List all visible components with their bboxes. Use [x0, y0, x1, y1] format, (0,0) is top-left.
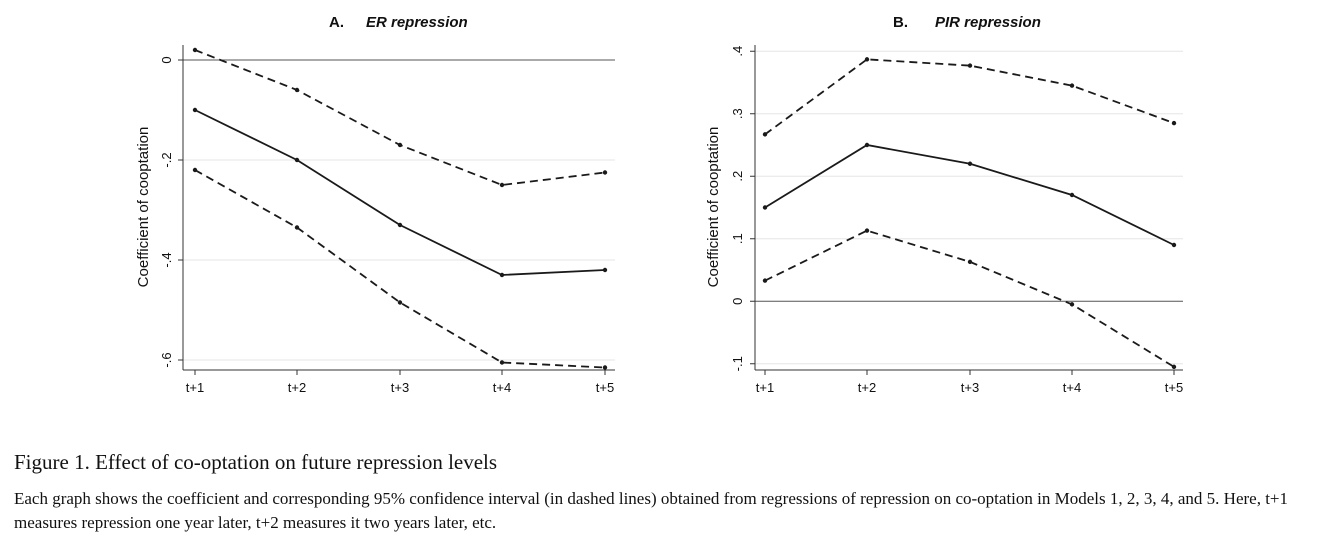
- panel-a-upper-ci-point: [192, 47, 198, 53]
- panel-b-x-tick-label: t+3: [961, 380, 979, 395]
- panel-a-y-tick-label: -.6: [159, 352, 174, 367]
- panel-b-upper-ci-point: [1171, 120, 1177, 126]
- panel-b-y-tick-label: .3: [730, 108, 745, 119]
- panel-b-lower-ci-point: [864, 228, 870, 233]
- panel-a-coefficient-point: [192, 107, 198, 113]
- panel-a-y-tick-label: -.4: [159, 252, 174, 267]
- panel-a-upper-ci-line: [194, 49, 606, 186]
- panel-a-lower-ci-point: [294, 225, 300, 230]
- panel-a-lower-ci-point: [397, 300, 403, 305]
- panel-b-lower-ci-point: [1171, 364, 1177, 370]
- panel-a-upper-ci-point: [602, 170, 608, 175]
- panel-b-x-tick-label: t+1: [756, 380, 774, 395]
- panel-a-chart: A. ER repression Coefficient of cooptati…: [135, 14, 615, 395]
- panel-a-x-tick-label: t+1: [186, 380, 204, 395]
- panel-b-lower-ci-point: [1069, 302, 1075, 307]
- panel-a-x-tick-label: t+2: [288, 380, 306, 395]
- panel-a-coefficient-point: [499, 272, 505, 278]
- panel-b-y-tick-label: .1: [730, 233, 745, 244]
- panel-b-coefficient-point: [864, 142, 870, 148]
- panel-b-upper-ci-line: [764, 58, 1175, 136]
- panel-b-x-tick-label: t+5: [1165, 380, 1183, 395]
- panel-a-x-tick-label: t+5: [596, 380, 614, 395]
- panel-a-y-tick-label: -.2: [159, 152, 174, 167]
- panel-a-coefficient-point: [397, 222, 403, 228]
- panel-b-title: PIR repression: [935, 14, 1041, 31]
- panel-a-lower-ci-line: [194, 169, 606, 369]
- panel-b-upper-ci-point: [967, 63, 973, 68]
- panel-b-y-axis-label: Coefficient of cooptation: [705, 127, 722, 288]
- panel-a-x-tick-label: t+4: [493, 380, 511, 395]
- panel-b-y-tick-label: .4: [730, 46, 745, 57]
- panel-a-y-axis-label: Coefficient of cooptation: [135, 127, 152, 288]
- panel-a-letter: A.: [329, 14, 344, 31]
- panel-b-chart: B. PIR repression Coefficient of cooptat…: [705, 14, 1183, 395]
- panel-b-letter: B.: [893, 14, 908, 31]
- panel-b-coefficient-point: [967, 161, 973, 166]
- panel-b-y-tick-label: 0: [730, 298, 745, 305]
- panel-a-lower-ci-point: [602, 365, 608, 370]
- panel-a-upper-ci-point: [499, 182, 505, 188]
- figure-caption-text: Each graph shows the coefficient and cor…: [14, 489, 1289, 532]
- panel-b-x-tick-label: t+2: [858, 380, 876, 395]
- panel-a-lower-ci-point: [192, 167, 198, 173]
- panel-b-lower-ci-line: [764, 229, 1175, 368]
- panel-a-x-tick-label: t+3: [391, 380, 409, 395]
- figure-caption-title: Figure 1. Effect of co-optation on futur…: [14, 450, 498, 474]
- panel-a-title: ER repression: [366, 14, 468, 31]
- panel-a-coefficient-point: [294, 157, 300, 163]
- panel-b-coefficient-point: [1171, 242, 1177, 248]
- panel-a-y-tick-label: 0: [159, 56, 174, 63]
- panel-b-lower-ci-point: [762, 278, 768, 283]
- panel-b-coefficient-point: [762, 205, 768, 210]
- panel-b-lower-ci-point: [967, 259, 973, 265]
- panel-b-x-tick-label: t+4: [1063, 380, 1081, 395]
- panel-a-coefficient-line: [194, 109, 606, 276]
- panel-a-upper-ci-point: [294, 87, 300, 93]
- panel-b-upper-ci-point: [762, 132, 768, 137]
- panel-b-coefficient-point: [1069, 192, 1075, 198]
- panel-b-upper-ci-point: [1069, 83, 1075, 88]
- panel-a-coefficient-point: [602, 267, 608, 273]
- panel-a-lower-ci-point: [499, 360, 505, 365]
- panel-b-y-tick-label: -.1: [730, 356, 745, 371]
- panel-a-upper-ci-point: [397, 142, 403, 148]
- panel-b-coefficient-line: [764, 144, 1175, 246]
- panel-b-y-tick-label: .2: [730, 171, 745, 182]
- panel-b-upper-ci-point: [864, 57, 870, 62]
